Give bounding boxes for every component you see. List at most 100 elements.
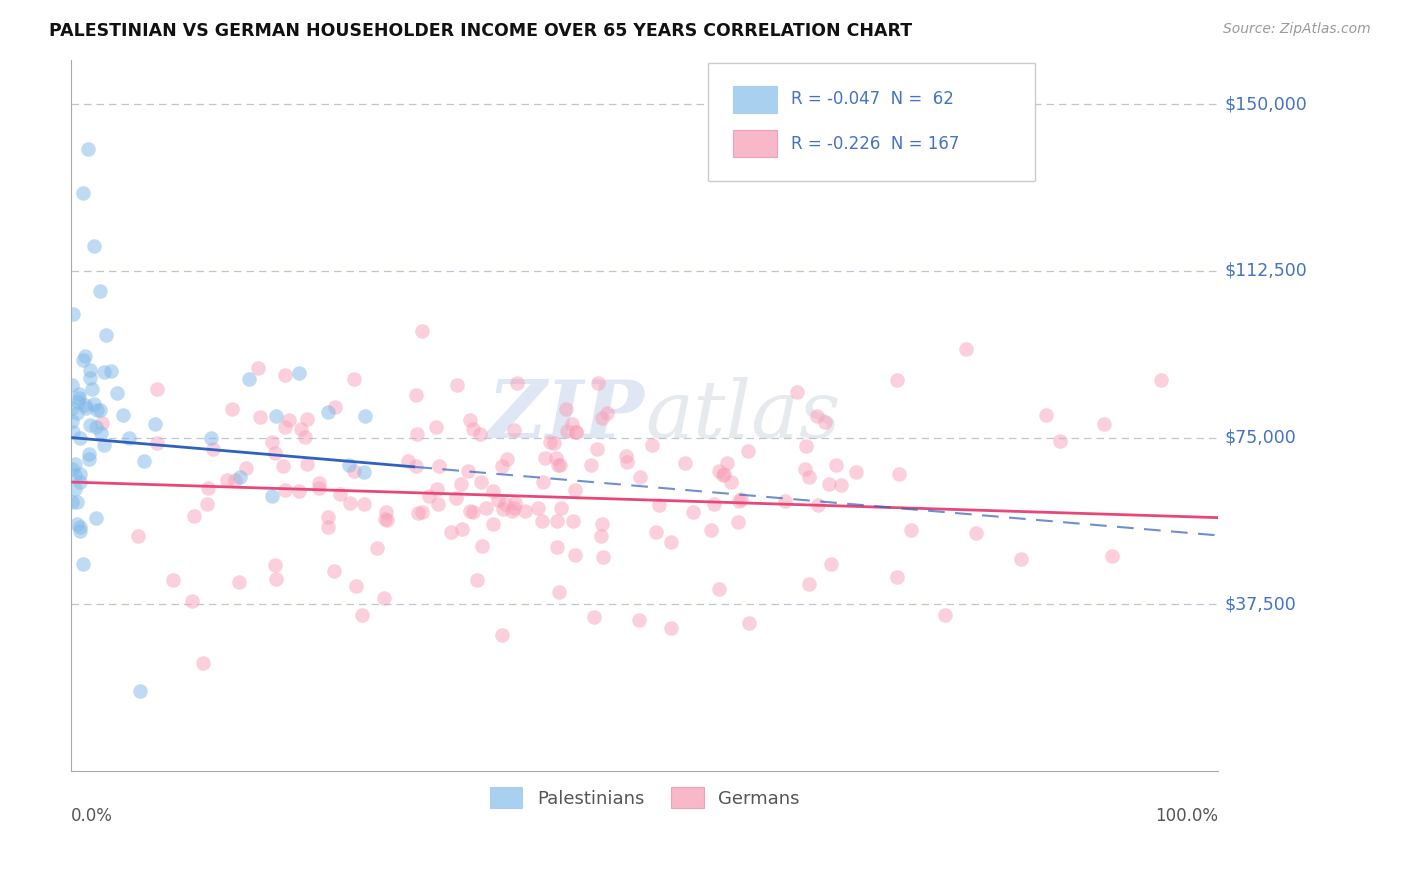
Text: 0.0%: 0.0% — [72, 806, 112, 825]
Point — [425, 419, 447, 434]
Point — [461, 422, 484, 436]
Point — [83, 396, 105, 410]
Point — [457, 464, 479, 478]
Point — [79, 371, 101, 385]
Point — [72, 353, 94, 368]
Point — [69, 475, 91, 490]
Point — [427, 458, 450, 473]
Point — [60, 462, 83, 476]
Point — [111, 409, 134, 423]
Point — [60, 495, 83, 509]
Point — [845, 465, 868, 479]
Point — [562, 515, 585, 529]
Point — [482, 516, 505, 531]
Point — [339, 496, 361, 510]
Point — [274, 483, 297, 497]
Point — [143, 417, 166, 432]
Text: Source: ZipAtlas.com: Source: ZipAtlas.com — [1223, 22, 1371, 37]
Point — [288, 367, 311, 381]
Point — [546, 514, 568, 528]
Point — [659, 621, 682, 635]
Point — [353, 465, 375, 479]
Point — [505, 496, 527, 510]
Point — [586, 376, 609, 390]
Point — [195, 497, 218, 511]
Point — [221, 402, 243, 417]
Bar — [733, 130, 776, 157]
Point — [1049, 434, 1071, 448]
Point — [65, 467, 87, 482]
Point — [72, 557, 94, 571]
Point — [229, 470, 252, 484]
Point — [534, 450, 557, 465]
Point — [264, 409, 287, 423]
Point — [277, 413, 299, 427]
Point — [60, 401, 83, 415]
Point — [699, 524, 721, 538]
Point — [955, 342, 977, 356]
Point — [308, 475, 330, 490]
Point — [117, 431, 139, 445]
Point — [458, 504, 481, 518]
Point — [323, 401, 346, 415]
Point — [738, 616, 761, 631]
Point — [411, 505, 433, 519]
Point — [406, 506, 429, 520]
Point — [565, 425, 588, 439]
Point — [94, 328, 117, 343]
Point — [564, 549, 586, 563]
Point — [579, 458, 602, 472]
Point — [427, 497, 450, 511]
Point — [181, 594, 204, 608]
Point — [132, 454, 155, 468]
Point — [544, 451, 567, 466]
Legend: Palestinians, Germans: Palestinians, Germans — [482, 780, 807, 815]
Point — [65, 406, 87, 420]
Point — [235, 461, 257, 475]
Point — [614, 449, 637, 463]
Point — [673, 456, 696, 470]
Point — [773, 494, 796, 508]
Point — [814, 415, 837, 429]
Point — [84, 510, 107, 524]
Point — [77, 447, 100, 461]
Point — [446, 377, 468, 392]
Point — [82, 382, 104, 396]
Point — [716, 456, 738, 470]
Point — [75, 401, 97, 416]
Point — [513, 504, 536, 518]
Point — [794, 462, 817, 476]
Point — [492, 502, 515, 516]
Point — [405, 458, 427, 473]
Point — [530, 514, 553, 528]
Point — [69, 467, 91, 481]
Point — [526, 500, 548, 515]
Point — [807, 499, 830, 513]
Point — [965, 525, 987, 540]
Point — [444, 491, 467, 506]
Text: $112,500: $112,500 — [1225, 262, 1308, 280]
Point — [297, 458, 319, 472]
Point — [274, 420, 297, 434]
Point — [129, 684, 152, 698]
Point — [193, 657, 215, 671]
Point — [591, 411, 613, 425]
Point — [1092, 417, 1115, 432]
Point — [720, 475, 742, 489]
Point — [183, 509, 205, 524]
Point — [648, 498, 671, 512]
Point — [730, 491, 752, 506]
Point — [503, 500, 526, 515]
Point — [162, 573, 184, 587]
Point — [67, 387, 90, 401]
Point — [1150, 373, 1173, 387]
Point — [69, 520, 91, 534]
Point — [62, 425, 84, 440]
Point — [703, 497, 725, 511]
Point — [337, 458, 360, 472]
Point — [565, 425, 588, 440]
Point — [468, 426, 491, 441]
Point — [274, 368, 297, 383]
Point — [396, 453, 419, 467]
Point — [711, 467, 734, 482]
